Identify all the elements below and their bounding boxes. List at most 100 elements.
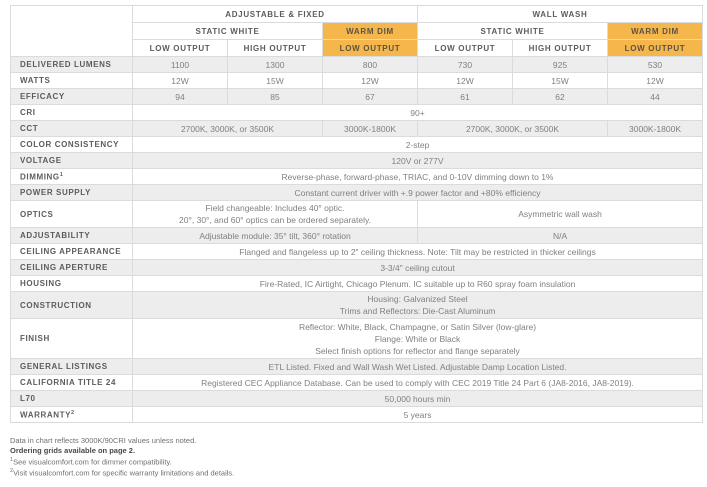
spec-value: Constant current driver with +.9 power f… — [131, 184, 704, 201]
table-row-california-title-24: CALIFORNIA TITLE 24 Registered CEC Appli… — [10, 374, 704, 391]
spec-value: 800 — [321, 56, 419, 73]
subgroup-warm-dim: WARM DIM — [607, 22, 704, 40]
spec-value: Asymmetric wall wash — [417, 200, 704, 228]
table-row-cri: CRI 90+ — [10, 104, 704, 121]
subgroup-static-white: STATIC WHITE — [132, 22, 323, 40]
spec-label: CEILING APERTURE — [10, 259, 133, 276]
table-body: DELIVERED LUMENS 1100 1300 800 730 925 5… — [10, 56, 704, 423]
footnote-text: See visualcomfort.com for dimmer compati… — [13, 457, 172, 467]
table-row-voltage: VOLTAGE 120V or 277V — [10, 152, 704, 169]
spec-value: N/A — [417, 227, 704, 244]
subgroup-warm-dim: WARM DIM — [321, 22, 419, 40]
spec-value: 730 — [417, 56, 514, 73]
spec-value: 2700K, 3000K, or 3500K — [132, 120, 323, 137]
spec-value: 3-3/4" ceiling cutout — [131, 259, 704, 276]
column-high-output: HIGH OUTPUT — [227, 39, 323, 57]
table-row-construction: CONSTRUCTION Housing: Galvanized Steel T… — [10, 291, 704, 319]
table-row-general-listings: GENERAL LISTINGS ETL Listed. Fixed and W… — [10, 358, 704, 375]
table-row-housing: HOUSING Fire-Rated, IC Airtight, Chicago… — [10, 275, 704, 292]
spec-label: HOUSING — [10, 275, 133, 292]
spec-value: 12W — [417, 72, 514, 89]
column-group-wall-wash: WALL WASH — [417, 5, 704, 23]
spec-label: VOLTAGE — [10, 152, 133, 169]
spec-label: EFFICACY — [10, 88, 133, 105]
spec-value: 3000K-1800K — [607, 120, 704, 137]
spec-value: 2-step — [131, 136, 704, 153]
spec-value: Fire-Rated, IC Airtight, Chicago Plenum.… — [131, 275, 704, 292]
spec-value: Reflector: White, Black, Champagne, or S… — [131, 318, 704, 359]
spec-label: OPTICS — [10, 200, 133, 228]
spec-value: 925 — [512, 56, 609, 73]
spec-value: 3000K-1800K — [321, 120, 419, 137]
spec-label: L70 — [10, 390, 133, 407]
table-row-ceiling-appearance: CEILING APPEARANCE Flanged and flangeles… — [10, 243, 704, 260]
column-warm-dim-low-output: LOW OUTPUT — [321, 39, 419, 57]
footnote-warranty: 2Visit visualcomfort.com for specific wa… — [10, 467, 707, 478]
table-header: ADJUSTABLE & FIXED WALL WASH STATIC WHIT… — [10, 5, 704, 57]
table-row-dimming: DIMMING1 Reverse-phase, forward-phase, T… — [10, 168, 704, 185]
spec-label: DELIVERED LUMENS — [10, 56, 133, 73]
spec-label: GENERAL LISTINGS — [10, 358, 133, 375]
spec-label: WARRANTY2 — [10, 406, 133, 423]
spec-value: 61 — [417, 88, 514, 105]
spec-value: 1300 — [227, 56, 323, 73]
spec-value: Housing: Galvanized Steel Trims and Refl… — [131, 291, 704, 319]
spec-label: ADJUSTABILITY — [10, 227, 133, 244]
spec-value: 62 — [512, 88, 609, 105]
spec-value: 15W — [512, 72, 609, 89]
table-row-efficacy: EFFICACY 94 85 67 61 62 44 — [10, 88, 704, 105]
spec-value: 12W — [321, 72, 419, 89]
footnote-text: Visit visualcomfort.com for specific war… — [13, 468, 235, 478]
spec-value: 90+ — [131, 104, 704, 121]
footnote-ordering-grids: Ordering grids available on page 2. — [10, 445, 136, 455]
spec-label-text: WARRANTY — [20, 410, 72, 420]
footnotes: Data in chart reflects 3000K/90CRI value… — [10, 436, 707, 478]
table-row-ceiling-aperture: CEILING APERTURE 3-3/4" ceiling cutout — [10, 259, 704, 276]
footnote-marker: 2 — [71, 409, 75, 416]
spec-value: Flanged and flangeless up to 2" ceiling … — [131, 243, 704, 260]
spec-label: POWER SUPPLY — [10, 184, 133, 201]
footnote-marker: 2 — [10, 467, 14, 474]
spec-label: CONSTRUCTION — [10, 291, 133, 319]
spec-value: Adjustable module: 35° tilt, 360° rotati… — [131, 227, 419, 244]
spec-value: 12W — [132, 72, 228, 89]
spec-value: 94 — [132, 88, 228, 105]
spec-label: DIMMING1 — [10, 168, 133, 185]
spec-value: 15W — [227, 72, 323, 89]
header-output-row: LOW OUTPUT HIGH OUTPUT LOW OUTPUT LOW OU… — [11, 39, 704, 57]
spec-label: CALIFORNIA TITLE 24 — [10, 374, 133, 391]
spec-value: 44 — [607, 88, 704, 105]
spec-label: CRI — [10, 104, 133, 121]
spec-value: 67 — [321, 88, 419, 105]
spec-label-text: DIMMING — [20, 172, 60, 182]
spec-value: 530 — [607, 56, 704, 73]
table-row-power-supply: POWER SUPPLY Constant current driver wit… — [10, 184, 704, 201]
column-warm-dim-low-output: LOW OUTPUT — [607, 39, 704, 57]
table-row-delivered-lumens: DELIVERED LUMENS 1100 1300 800 730 925 5… — [10, 56, 704, 73]
spec-value: 1100 — [132, 56, 228, 73]
spec-value: 120V or 277V — [131, 152, 704, 169]
spec-label: COLOR CONSISTENCY — [10, 136, 133, 153]
spec-value: 50,000 hours min — [131, 390, 704, 407]
table-row-finish: FINISH Reflector: White, Black, Champagn… — [10, 318, 704, 359]
table-row-color-consistency: COLOR CONSISTENCY 2-step — [10, 136, 704, 153]
corner-cell — [10, 5, 133, 57]
table-row-adjustability: ADJUSTABILITY Adjustable module: 35° til… — [10, 227, 704, 244]
column-low-output: LOW OUTPUT — [417, 39, 514, 57]
table-row-cct: CCT 2700K, 3000K, or 3500K 3000K-1800K 2… — [10, 120, 704, 137]
spec-label: CCT — [10, 120, 133, 137]
spec-value: Registered CEC Appliance Database. Can b… — [131, 374, 704, 391]
spec-label: FINISH — [10, 318, 133, 359]
spec-value: 85 — [227, 88, 323, 105]
column-low-output: LOW OUTPUT — [132, 39, 228, 57]
spec-value: Field changeable: Includes 40° optic. 20… — [131, 200, 419, 228]
footnote-marker: 1 — [59, 171, 64, 178]
column-high-output: HIGH OUTPUT — [512, 39, 609, 57]
spec-label: CEILING APPEARANCE — [10, 243, 133, 260]
spec-value: 12W — [607, 72, 704, 89]
column-group-adjustable-fixed: ADJUSTABLE & FIXED — [131, 5, 419, 23]
spec-value: Reverse-phase, forward-phase, TRIAC, and… — [131, 168, 704, 185]
subgroup-static-white: STATIC WHITE — [417, 22, 609, 40]
footnote-dimmer: 1See visualcomfort.com for dimmer compat… — [10, 456, 707, 467]
